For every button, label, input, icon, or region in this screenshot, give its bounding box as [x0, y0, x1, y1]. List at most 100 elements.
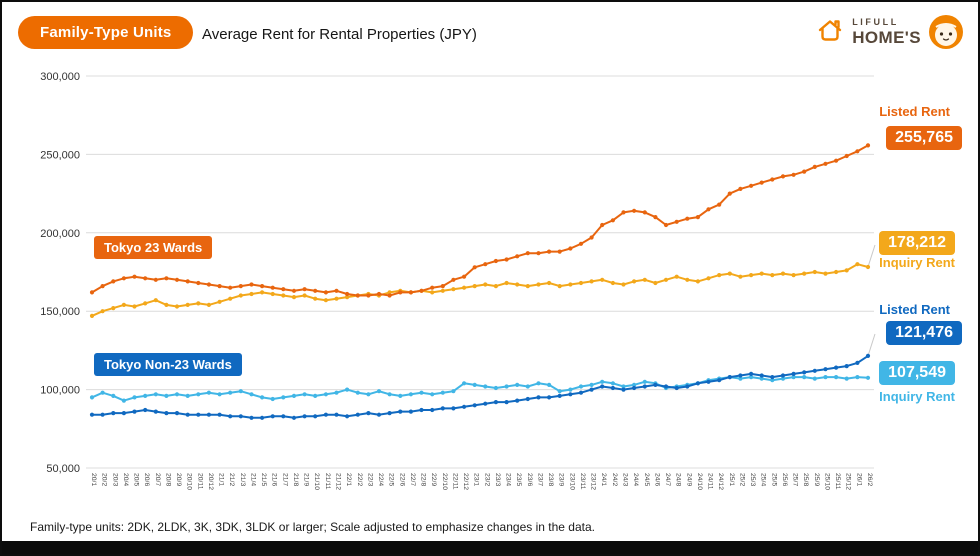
series-tag-tokyo-non-23-wards: Tokyo Non-23 Wards — [94, 353, 242, 376]
mascot-icon — [929, 15, 963, 49]
series-tag-tokyo-23-wards: Tokyo 23 Wards — [94, 236, 213, 259]
bottom-border-bar — [2, 541, 978, 554]
svg-text:21/9: 21/9 — [303, 473, 310, 486]
svg-text:24/3: 24/3 — [622, 473, 629, 486]
listed-rent-23-label: Listed Rent — [879, 104, 950, 119]
category-pill: Family-Type Units — [18, 16, 194, 49]
page-title: Average Rent for Rental Properties (JPY) — [202, 26, 477, 43]
svg-text:20/8: 20/8 — [164, 473, 171, 486]
svg-text:50,000: 50,000 — [46, 463, 80, 475]
svg-text:22/10: 22/10 — [441, 473, 448, 490]
footnote: Family-type units: 2DK, 2LDK, 3K, 3DK, 3… — [30, 520, 595, 534]
svg-text:23/5: 23/5 — [515, 473, 522, 486]
svg-text:22/11: 22/11 — [451, 473, 458, 490]
svg-text:21/3: 21/3 — [239, 473, 246, 486]
svg-text:23/9: 23/9 — [558, 473, 565, 486]
svg-text:20/4: 20/4 — [122, 473, 129, 486]
svg-text:24/4: 24/4 — [632, 473, 639, 486]
svg-text:22/7: 22/7 — [409, 473, 416, 486]
svg-text:23/1: 23/1 — [473, 473, 480, 486]
listed-rent-non23-label: Listed Rent — [879, 302, 950, 317]
svg-text:23/3: 23/3 — [494, 473, 501, 486]
svg-text:23/10: 23/10 — [568, 473, 575, 490]
svg-text:21/8: 21/8 — [292, 473, 299, 486]
svg-text:24/7: 24/7 — [664, 473, 671, 486]
svg-text:21/4: 21/4 — [249, 473, 256, 486]
svg-text:20/1: 20/1 — [90, 473, 97, 486]
svg-text:23/7: 23/7 — [536, 473, 543, 486]
svg-text:22/6: 22/6 — [398, 473, 405, 486]
svg-text:25/5: 25/5 — [770, 473, 777, 486]
svg-text:23/2: 23/2 — [483, 473, 490, 486]
svg-text:25/9: 25/9 — [813, 473, 820, 486]
svg-text:25/2: 25/2 — [738, 473, 745, 486]
svg-text:22/3: 22/3 — [366, 473, 373, 486]
svg-text:25/4: 25/4 — [760, 473, 767, 486]
listed-rent-non23-value-badge: 121,476 — [886, 321, 962, 345]
svg-text:20/12: 20/12 — [207, 473, 214, 490]
svg-text:21/6: 21/6 — [271, 473, 278, 486]
svg-text:25/8: 25/8 — [802, 473, 809, 486]
svg-text:24/6: 24/6 — [653, 473, 660, 486]
svg-text:26/1: 26/1 — [855, 473, 862, 486]
svg-text:21/2: 21/2 — [228, 473, 235, 486]
svg-text:24/10: 24/10 — [696, 473, 703, 490]
svg-text:21/7: 21/7 — [281, 473, 288, 486]
svg-text:26/2: 26/2 — [866, 473, 873, 486]
svg-text:20/10: 20/10 — [186, 473, 193, 490]
svg-text:20/5: 20/5 — [133, 473, 140, 486]
svg-text:24/5: 24/5 — [643, 473, 650, 486]
svg-text:22/4: 22/4 — [377, 473, 384, 486]
svg-text:20/3: 20/3 — [111, 473, 118, 486]
svg-text:25/6: 25/6 — [781, 473, 788, 486]
svg-text:25/12: 25/12 — [845, 473, 852, 490]
logo-wordmark: LIFULL HOME'S — [852, 17, 921, 47]
logo-brand-lifull: LIFULL — [852, 17, 899, 27]
svg-text:22/1: 22/1 — [345, 473, 352, 486]
svg-text:300,000: 300,000 — [40, 71, 80, 83]
svg-text:22/12: 22/12 — [462, 473, 469, 490]
svg-text:24/1: 24/1 — [600, 473, 607, 486]
svg-text:25/7: 25/7 — [792, 473, 799, 486]
svg-text:24/8: 24/8 — [675, 473, 682, 486]
svg-text:20/2: 20/2 — [101, 473, 108, 486]
logo-brand-homes: HOME'S — [852, 28, 921, 47]
svg-text:100,000: 100,000 — [40, 385, 80, 397]
listed-rent-23-value-badge: 255,765 — [886, 126, 962, 150]
svg-text:22/9: 22/9 — [430, 473, 437, 486]
svg-text:22/8: 22/8 — [420, 473, 427, 486]
svg-text:21/1: 21/1 — [218, 473, 225, 486]
svg-text:23/12: 23/12 — [590, 473, 597, 490]
house-icon — [819, 20, 842, 41]
svg-text:21/5: 21/5 — [260, 473, 267, 486]
svg-text:25/11: 25/11 — [834, 473, 841, 490]
svg-text:21/10: 21/10 — [313, 473, 320, 490]
svg-text:22/5: 22/5 — [388, 473, 395, 486]
svg-text:20/9: 20/9 — [175, 473, 182, 486]
svg-text:20/11: 20/11 — [196, 473, 203, 490]
svg-text:23/4: 23/4 — [505, 473, 512, 486]
svg-text:23/6: 23/6 — [526, 473, 533, 486]
svg-text:25/1: 25/1 — [728, 473, 735, 486]
svg-text:20/6: 20/6 — [143, 473, 150, 486]
svg-text:24/11: 24/11 — [707, 473, 714, 490]
svg-text:150,000: 150,000 — [40, 306, 80, 318]
inquiry-rent-non23-label: Inquiry Rent — [879, 389, 955, 404]
svg-text:25/10: 25/10 — [823, 473, 830, 490]
svg-text:25/3: 25/3 — [749, 473, 756, 486]
svg-text:200,000: 200,000 — [40, 228, 80, 240]
lifull-homes-logo: LIFULL HOME'S — [815, 14, 964, 50]
svg-text:250,000: 250,000 — [40, 149, 80, 161]
svg-text:23/8: 23/8 — [547, 473, 554, 486]
svg-text:24/9: 24/9 — [685, 473, 692, 486]
svg-text:24/2: 24/2 — [611, 473, 618, 486]
inquiry-rent-non23-value-badge: 107,549 — [879, 361, 955, 385]
inquiry-rent-23-value-badge: 178,212 — [879, 231, 955, 255]
svg-text:24/12: 24/12 — [717, 473, 724, 490]
inquiry-rent-23-label: Inquiry Rent — [879, 255, 955, 270]
svg-text:21/12: 21/12 — [334, 473, 341, 490]
svg-text:23/11: 23/11 — [579, 473, 586, 490]
svg-text:20/7: 20/7 — [154, 473, 161, 486]
